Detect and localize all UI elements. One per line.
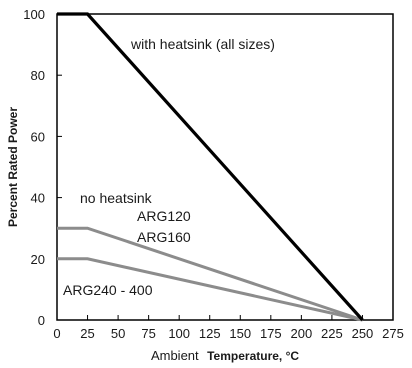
x-tick-label: 275: [382, 326, 404, 341]
series-lines: [57, 12, 364, 322]
x-tick-label: 75: [141, 326, 155, 341]
x-tick-label: 25: [80, 326, 94, 341]
x-tick-label: 50: [111, 326, 125, 341]
tick-marks: [56, 13, 394, 321]
tick-labels: 0 25 50 75 100 125 150 175 200 225 250 275 0 20 40 60 80…: [23, 7, 404, 341]
x-tick-label: 175: [260, 326, 282, 341]
series-line-2: [57, 257, 363, 322]
x-tick-label: 100: [168, 326, 190, 341]
y-tick-label: 80: [31, 68, 45, 83]
x-tick-label: 225: [321, 326, 343, 341]
y-tick-label: 100: [23, 7, 45, 22]
y-tick-label: 40: [31, 191, 45, 206]
x-tick-label: 0: [53, 326, 60, 341]
x-tick-label: 250: [352, 326, 374, 341]
y-tick-label: 60: [31, 129, 45, 144]
annotation-arg240-400: ARG240 - 400: [63, 282, 153, 298]
x-axis-title-plain: Ambient: [151, 348, 199, 363]
annotation-with-heatsink: with heatsink (all sizes): [130, 36, 275, 52]
x-tick-label: 200: [291, 326, 313, 341]
y-tick-label: 0: [38, 313, 45, 328]
x-tick-label: 125: [199, 326, 221, 341]
series-line-1: [57, 226, 363, 322]
annotation-arg160: ARG160: [137, 229, 191, 245]
x-axis-title-bold: Temperature, °C: [207, 349, 299, 363]
plot-frame: [56, 13, 394, 321]
y-axis-title: Percent Rated Power: [6, 107, 20, 227]
y-tick-label: 20: [31, 252, 45, 267]
x-axis-title: Ambient Temperature, °C: [151, 347, 299, 364]
x-tick-label: 150: [229, 326, 251, 341]
series-line-0: [57, 12, 364, 322]
annotation-arg120: ARG120: [137, 208, 191, 224]
annotation-no-heatsink: no heatsink: [80, 190, 153, 206]
